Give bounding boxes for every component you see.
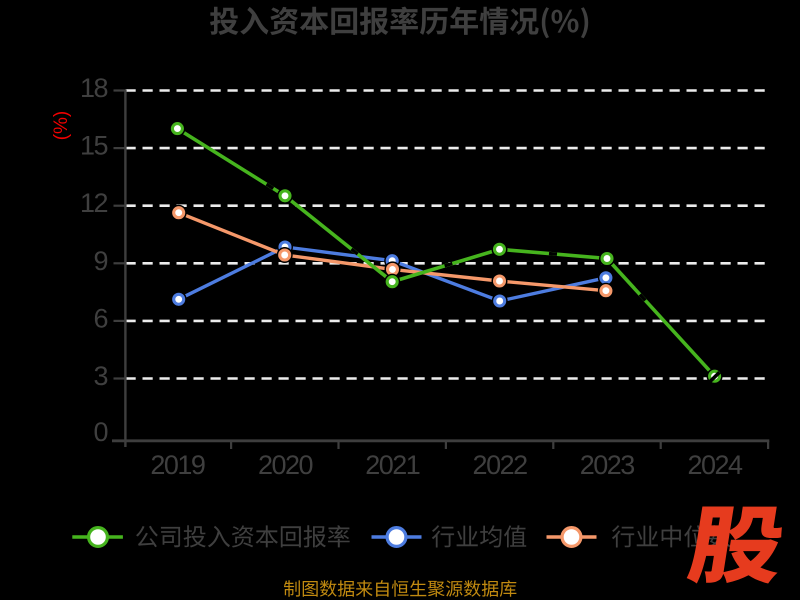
svg-text:6: 6 [93, 303, 107, 333]
svg-text:2022: 2022 [473, 450, 528, 480]
svg-text:9: 9 [93, 246, 107, 276]
svg-text:0: 0 [93, 417, 107, 447]
svg-text:2023: 2023 [580, 450, 635, 480]
svg-text:2020: 2020 [258, 450, 313, 480]
svg-text:15: 15 [80, 131, 108, 161]
svg-text:12: 12 [80, 188, 108, 218]
svg-text:18: 18 [80, 73, 108, 103]
svg-text:2021: 2021 [365, 450, 420, 480]
svg-text:2024: 2024 [687, 450, 743, 480]
svg-text:2019: 2019 [150, 450, 205, 480]
svg-text:(%): (%) [51, 111, 72, 141]
svg-text:3: 3 [93, 361, 107, 391]
